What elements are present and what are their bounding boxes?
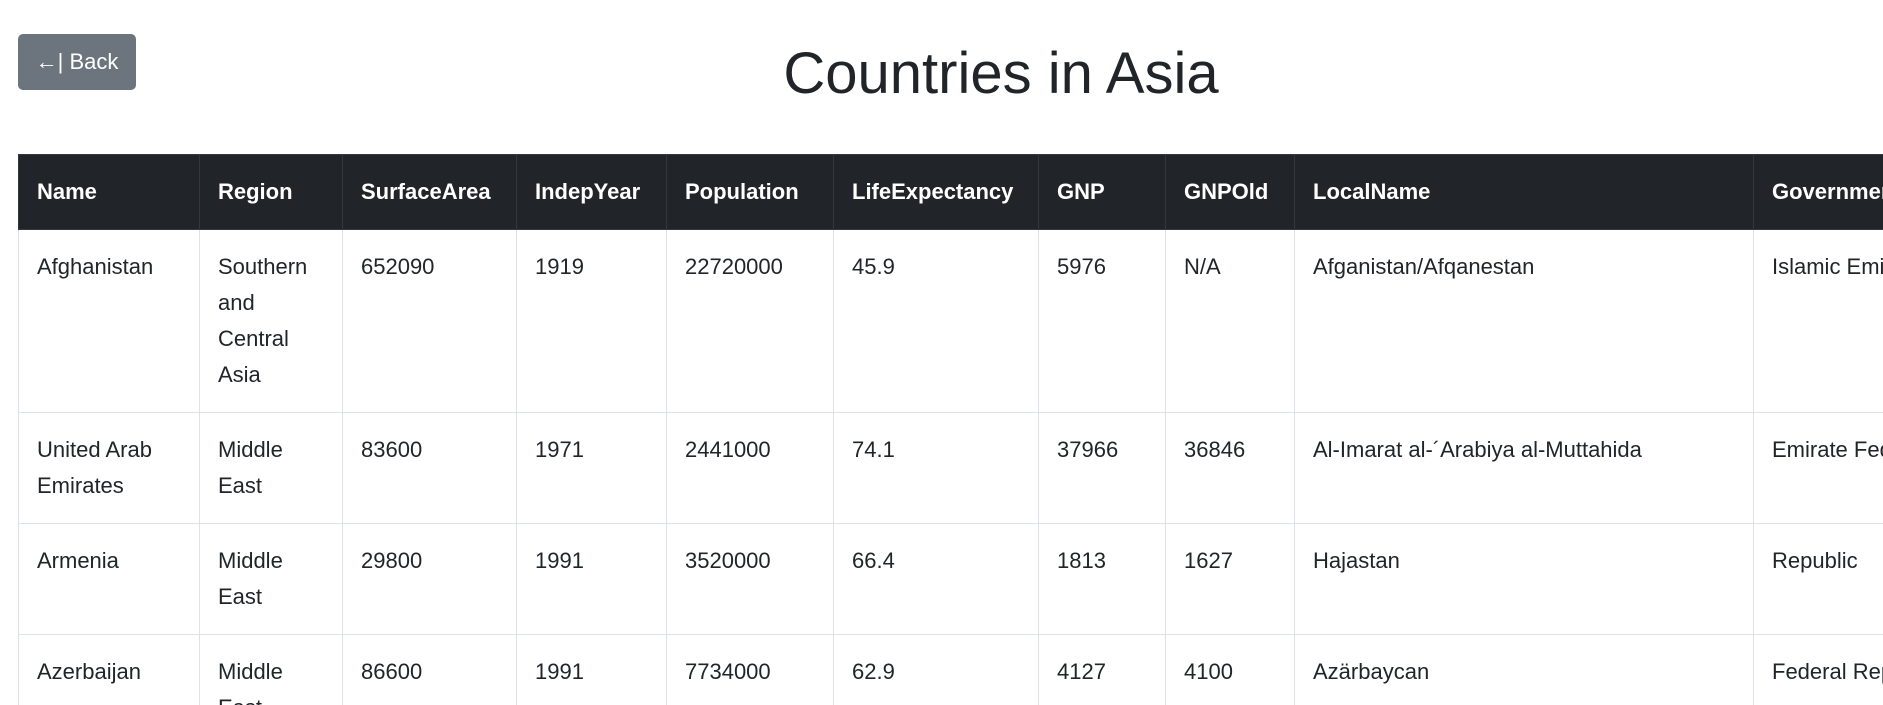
back-button[interactable]: ←| Back — [18, 34, 136, 90]
table-cell: Afghanistan — [18, 229, 200, 413]
table-cell: Middle East — [199, 412, 343, 524]
table-cell: United Arab Emirates — [18, 412, 200, 524]
table-cell: 66.4 — [833, 523, 1039, 635]
table-cell: 22720000 — [666, 229, 834, 413]
table-cell: 4100 — [1165, 634, 1295, 705]
table-cell: Southern and Central Asia — [199, 229, 343, 413]
table-cell: 1813 — [1038, 523, 1166, 635]
column-header: GNP — [1038, 154, 1166, 230]
table-cell: 74.1 — [833, 412, 1039, 524]
column-header: GNPOld — [1165, 154, 1295, 230]
table-cell: Emirate Federation — [1753, 412, 1883, 524]
table-cell: 1627 — [1165, 523, 1295, 635]
column-header: GovernmentForm — [1753, 154, 1883, 230]
table-cell: 86600 — [342, 634, 517, 705]
table-cell: Al-Imarat al-´Arabiya al-Muttahida — [1294, 412, 1754, 524]
table-cell: 36846 — [1165, 412, 1295, 524]
table-cell: Azärbaycan — [1294, 634, 1754, 705]
table-cell: 652090 — [342, 229, 517, 413]
table-cell: 7734000 — [666, 634, 834, 705]
table-cell: 5976 — [1038, 229, 1166, 413]
table-cell: 1991 — [516, 634, 667, 705]
column-header: Population — [666, 154, 834, 230]
table-cell: 37966 — [1038, 412, 1166, 524]
column-header: LifeExpectancy — [833, 154, 1039, 230]
table-cell: 45.9 — [833, 229, 1039, 413]
table-cell: N/A — [1165, 229, 1295, 413]
table-container: Name Region SurfaceArea IndepYear Population… — [18, 154, 1883, 705]
table-cell: Hajastan — [1294, 523, 1754, 635]
table-cell: Middle East — [199, 634, 343, 705]
column-header: Region — [199, 154, 343, 230]
column-header: SurfaceArea — [342, 154, 517, 230]
column-header: Name — [18, 154, 200, 230]
table-cell: 62.9 — [833, 634, 1039, 705]
table-cell: 2441000 — [666, 412, 834, 524]
column-header: LocalName — [1294, 154, 1754, 230]
table-cell: 1991 — [516, 523, 667, 635]
countries-table: Name Region SurfaceArea IndepYear Population… — [18, 154, 1883, 705]
table-cell: 83600 — [342, 412, 517, 524]
table-cell: Azerbaijan — [18, 634, 200, 705]
table-cell: Republic — [1753, 523, 1883, 635]
table-row: United Arab Emirates Middle East 83600 1971… — [18, 412, 1883, 524]
table-cell: 1919 — [516, 229, 667, 413]
column-header: IndepYear — [516, 154, 667, 230]
table-cell: Afganistan/Afqanestan — [1294, 229, 1754, 413]
table-cell: Islamic Emirate — [1753, 229, 1883, 413]
table-cell: Middle East — [199, 523, 343, 635]
header-row: Name Region SurfaceArea IndepYear Population… — [18, 154, 1883, 230]
table-cell: 29800 — [342, 523, 517, 635]
table-cell: 1971 — [516, 412, 667, 524]
table-cell: 3520000 — [666, 523, 834, 635]
table-cell: Federal Republic — [1753, 634, 1883, 705]
table-cell: 4127 — [1038, 634, 1166, 705]
page-title: Countries in Asia — [783, 41, 1219, 106]
table-row: Afghanistan Southern and Central Asia 6520… — [18, 229, 1883, 413]
table-row: Armenia Middle East 29800 1991 3520000 66.4 18… — [18, 523, 1883, 635]
table-cell: Armenia — [18, 523, 200, 635]
